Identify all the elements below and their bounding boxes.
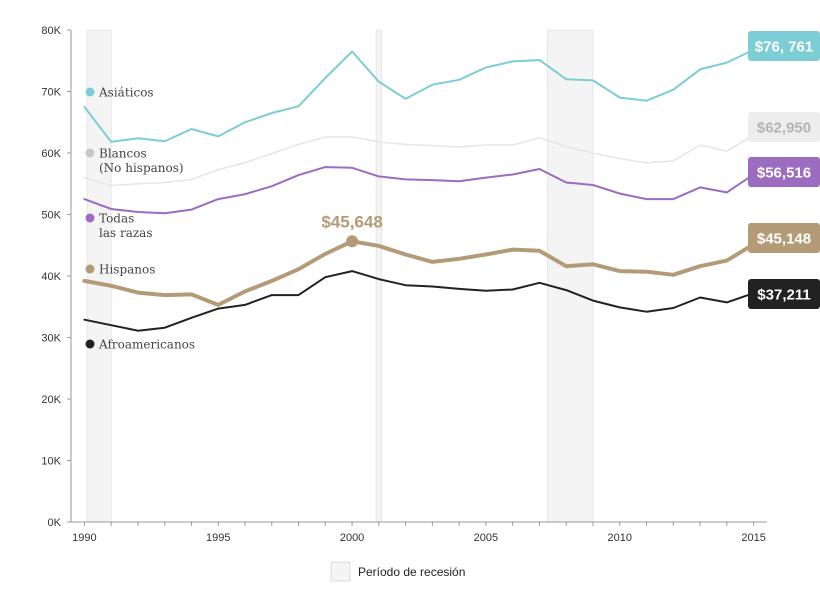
y-tick-label: 60K bbox=[41, 148, 61, 160]
y-tick-label: 20K bbox=[41, 394, 61, 406]
legend-sublabel-blancos: (No hispanos) bbox=[99, 161, 184, 175]
y-tick-label: 70K bbox=[41, 87, 61, 99]
end-label-box-todas bbox=[748, 157, 820, 187]
recession-bands bbox=[86, 29, 594, 523]
end-labels: $76, 761 $62,950 $56,516 $45,148 $37,211 bbox=[748, 31, 820, 309]
series-lines bbox=[82, 48, 756, 332]
recession-key: Período de recesión bbox=[330, 561, 465, 582]
recession-key-label: Período de recesión bbox=[358, 565, 465, 579]
y-tick-label: 40K bbox=[41, 271, 61, 283]
legend-swatch-afroamericanos bbox=[85, 339, 95, 349]
end-label-box-blancos bbox=[748, 112, 820, 142]
x-tick-label: 2005 bbox=[474, 532, 498, 544]
x-tick-label: 1990 bbox=[72, 532, 96, 544]
peak-annotation: $45,648 bbox=[321, 212, 383, 248]
recession-band-1 bbox=[86, 29, 112, 523]
legend-swatch-blancos bbox=[85, 148, 95, 158]
legend-label-hispanos: Hispanos bbox=[99, 263, 155, 277]
recession-band-2 bbox=[375, 29, 382, 523]
legend-swatch-asiaticos bbox=[85, 87, 95, 97]
y-tick-label: 50K bbox=[41, 210, 61, 222]
end-label-asiaticos: $76, 761 bbox=[755, 39, 813, 56]
series-line-todas bbox=[83, 166, 755, 215]
x-tick-label: 2010 bbox=[608, 532, 632, 544]
end-label-box-hispanos bbox=[748, 223, 820, 253]
axes: 0K 10K 20K 30K 40K 50K 60K 70K 80K 1990 1995 2000 20… bbox=[41, 25, 767, 544]
peak-label: $45,648 bbox=[321, 212, 382, 231]
legend-swatch-todas bbox=[85, 213, 95, 223]
legend-label-asiaticos: Asiáticos bbox=[98, 86, 154, 100]
end-label-todas: $56,516 bbox=[757, 165, 811, 182]
series-line-hispanos bbox=[82, 239, 756, 307]
x-tick-label: 2015 bbox=[741, 532, 765, 544]
legend-label-blancos: Blancos bbox=[99, 147, 147, 161]
end-label-box-afroamericanos bbox=[748, 279, 820, 309]
end-label-box-asiaticos bbox=[748, 31, 820, 61]
end-label-blancos: $62,950 bbox=[757, 120, 811, 137]
series-line-afroamericanos bbox=[83, 270, 755, 332]
legend-sublabel-todas: las razas bbox=[99, 226, 153, 240]
legend-swatch-hispanos bbox=[85, 264, 95, 274]
x-tick-label: 1995 bbox=[206, 532, 230, 544]
y-tick-label: 0K bbox=[48, 517, 62, 529]
end-label-afroamericanos: $37,211 bbox=[757, 287, 810, 304]
end-label-hispanos: $45,148 bbox=[757, 231, 811, 248]
x-tick-label: 2000 bbox=[340, 532, 364, 544]
recession-band-3 bbox=[547, 29, 594, 523]
y-tick-label: 30K bbox=[41, 333, 61, 345]
y-tick-label: 80K bbox=[41, 25, 61, 37]
y-tick-label: 10K bbox=[41, 456, 61, 468]
series-line-asiaticos bbox=[83, 48, 755, 143]
series-line-blancos bbox=[83, 134, 755, 187]
legend-label-todas: Todas bbox=[99, 212, 134, 226]
legend-label-afroamericanos: Afroamericanos bbox=[98, 338, 195, 352]
peak-marker bbox=[346, 235, 359, 248]
recession-key-swatch bbox=[330, 561, 351, 582]
